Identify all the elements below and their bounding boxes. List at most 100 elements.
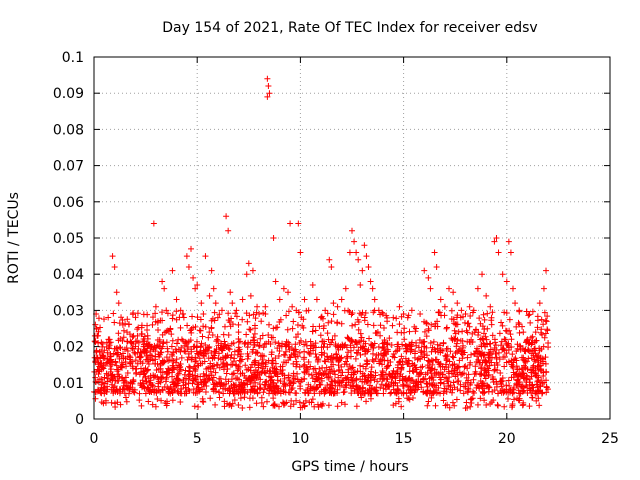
data-point bbox=[369, 285, 376, 292]
data-point bbox=[137, 365, 144, 372]
data-point bbox=[328, 263, 335, 270]
data-point bbox=[301, 375, 308, 382]
data-point bbox=[484, 310, 491, 317]
data-point bbox=[425, 274, 432, 281]
data-point bbox=[393, 315, 400, 322]
data-point bbox=[105, 314, 112, 321]
data-point bbox=[445, 382, 452, 389]
data-point bbox=[334, 403, 341, 410]
data-point bbox=[491, 387, 498, 394]
data-point bbox=[189, 372, 196, 379]
data-point bbox=[177, 307, 184, 314]
data-point bbox=[330, 311, 337, 318]
data-point bbox=[271, 401, 278, 408]
data-point bbox=[416, 337, 423, 344]
data-point bbox=[177, 386, 184, 393]
data-point bbox=[378, 381, 385, 388]
data-point bbox=[92, 338, 99, 345]
data-point bbox=[309, 328, 316, 335]
data-point bbox=[223, 213, 230, 220]
data-point bbox=[228, 351, 235, 358]
data-point bbox=[468, 336, 475, 343]
data-point bbox=[230, 370, 237, 377]
data-point bbox=[119, 361, 126, 368]
data-point bbox=[159, 386, 166, 393]
data-point bbox=[450, 370, 457, 377]
data-point bbox=[153, 343, 160, 350]
data-point bbox=[257, 376, 264, 383]
data-point bbox=[144, 327, 151, 334]
data-point bbox=[116, 320, 123, 327]
data-point bbox=[486, 340, 493, 347]
data-point bbox=[135, 339, 142, 346]
data-point bbox=[472, 368, 479, 375]
data-point bbox=[525, 312, 532, 319]
data-point bbox=[495, 349, 502, 356]
data-point bbox=[203, 371, 210, 378]
data-point bbox=[331, 390, 338, 397]
data-point bbox=[473, 384, 480, 391]
data-point bbox=[248, 386, 255, 393]
data-point bbox=[505, 358, 512, 365]
data-point bbox=[97, 324, 104, 331]
data-point bbox=[144, 332, 151, 339]
data-point bbox=[120, 334, 127, 341]
data-point bbox=[516, 329, 523, 336]
data-point bbox=[159, 317, 166, 324]
data-point bbox=[246, 404, 253, 411]
data-point bbox=[417, 364, 424, 371]
data-point bbox=[509, 401, 516, 408]
data-point bbox=[180, 314, 187, 321]
data-point bbox=[318, 375, 325, 382]
data-point bbox=[123, 398, 130, 405]
data-point bbox=[389, 374, 396, 381]
data-point bbox=[358, 311, 365, 318]
data-point bbox=[322, 307, 329, 314]
data-point bbox=[355, 256, 362, 263]
data-point bbox=[169, 390, 176, 397]
data-point bbox=[249, 348, 256, 355]
data-point bbox=[494, 390, 501, 397]
data-point bbox=[536, 402, 543, 409]
data-point bbox=[292, 346, 299, 353]
data-point bbox=[208, 324, 215, 331]
data-point bbox=[328, 363, 335, 370]
data-point bbox=[152, 403, 159, 410]
data-point bbox=[213, 361, 220, 368]
data-point bbox=[518, 383, 525, 390]
data-point bbox=[493, 354, 500, 361]
data-point bbox=[267, 377, 274, 384]
data-point bbox=[491, 344, 498, 351]
data-point bbox=[313, 296, 320, 303]
data-point bbox=[231, 382, 238, 389]
data-point bbox=[209, 355, 216, 362]
data-point bbox=[206, 343, 213, 350]
data-point bbox=[114, 373, 121, 380]
data-point bbox=[134, 310, 141, 317]
data-point bbox=[179, 337, 186, 344]
data-point bbox=[186, 371, 193, 378]
data-point bbox=[293, 307, 300, 314]
data-point bbox=[108, 399, 115, 406]
data-point bbox=[540, 321, 547, 328]
data-point bbox=[448, 307, 455, 314]
data-point bbox=[503, 309, 510, 316]
data-point bbox=[243, 331, 250, 338]
data-point bbox=[227, 354, 234, 361]
data-point bbox=[429, 361, 436, 368]
data-point bbox=[423, 389, 430, 396]
data-point bbox=[402, 375, 409, 382]
data-point bbox=[198, 300, 205, 307]
data-point bbox=[254, 386, 261, 393]
data-point bbox=[499, 322, 506, 329]
data-point bbox=[330, 367, 337, 374]
data-point bbox=[101, 380, 108, 387]
data-point bbox=[109, 253, 116, 260]
data-point bbox=[433, 389, 440, 396]
data-point bbox=[249, 267, 256, 274]
data-point bbox=[370, 358, 377, 365]
data-point bbox=[427, 339, 434, 346]
data-point bbox=[129, 334, 136, 341]
data-point bbox=[119, 364, 126, 371]
data-point bbox=[363, 253, 370, 260]
